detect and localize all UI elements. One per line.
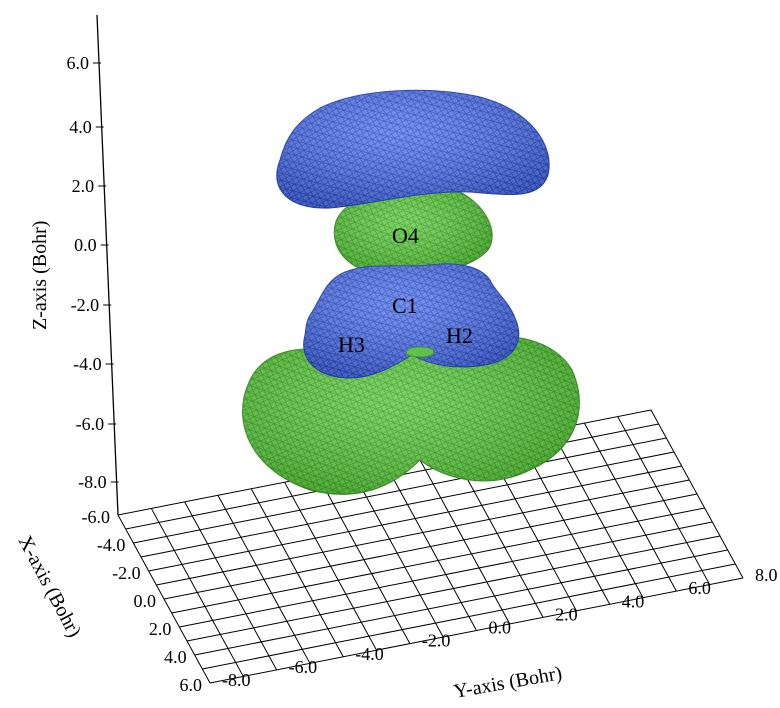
y-axis-ticks: -8.0 -6.0 -4.0 -2.0 0.0 2.0 4.0 6.0 8.0	[222, 565, 778, 690]
grid-line	[650, 409, 744, 579]
grid-line	[583, 422, 677, 592]
y-tick-label: 8.0	[755, 565, 778, 585]
top-blue-lobe	[276, 89, 550, 209]
x-tick-label: -4.0	[97, 535, 126, 555]
z-tick-label: -2.0	[71, 295, 100, 315]
x-axis-ticks: -6.0 -4.0 -2.0 0.0 2.0 4.0 6.0	[82, 507, 203, 695]
z-tick-label: 6.0	[67, 53, 90, 73]
grid-line	[184, 501, 278, 671]
floor-grid	[117, 409, 744, 684]
z-tick-label: 4.0	[69, 117, 92, 137]
middle-blue-lobe	[303, 263, 520, 379]
y-tick-label: 0.0	[489, 618, 512, 638]
z-tick-label: 2.0	[72, 176, 95, 196]
y-tick-label: -4.0	[355, 644, 384, 664]
grid-line	[617, 416, 711, 585]
grid-line	[284, 481, 378, 651]
x-tick-label: 4.0	[164, 647, 187, 667]
x-tick-label: 0.0	[134, 591, 157, 611]
x-tick-label: 6.0	[180, 675, 203, 695]
x-tick-label: -2.0	[112, 563, 141, 583]
grid-line	[384, 462, 477, 631]
grid-line	[117, 514, 211, 684]
z-axis-ticks: 6.0 4.0 2.0 0.0 -2.0 -4.0 -6.0 -8.0	[67, 53, 119, 492]
x-tick-label: 2.0	[149, 619, 172, 639]
atom-label-o4: O4	[392, 223, 419, 248]
y-tick-label: 2.0	[555, 604, 578, 624]
y-tick-label: 6.0	[688, 578, 711, 598]
z-tick-label: 0.0	[74, 235, 97, 255]
grid-line	[250, 488, 344, 657]
atom-label-h2: H2	[446, 323, 473, 348]
atom-label-h3: H3	[338, 332, 365, 357]
grid-line	[150, 508, 244, 677]
grid-line	[317, 475, 411, 644]
atom-label-c1: C1	[392, 293, 418, 318]
y-tick-label: -2.0	[422, 631, 451, 651]
grid-line	[417, 455, 511, 625]
y-axis-title: Y-axis (Bohr)	[452, 662, 564, 703]
y-tick-label: -8.0	[222, 670, 251, 690]
lower-green-lobe	[242, 335, 580, 495]
grid-line	[350, 468, 444, 638]
y-tick-label: 4.0	[622, 591, 645, 611]
x-tick-label: -6.0	[82, 507, 111, 527]
z-tick-label: -8.0	[78, 472, 107, 492]
y-tick-label: -6.0	[289, 657, 318, 677]
z-axis-title: Z-axis (Bohr)	[29, 221, 51, 330]
z-tick-label: -6.0	[76, 414, 105, 434]
x-axis-title: X-axis (Bohr)	[14, 532, 86, 641]
middle-green-lobe	[333, 185, 493, 277]
z-axis-line	[96, 14, 119, 516]
grid-line	[550, 429, 644, 598]
grid-line	[217, 495, 311, 664]
z-tick-label: -4.0	[73, 354, 102, 374]
